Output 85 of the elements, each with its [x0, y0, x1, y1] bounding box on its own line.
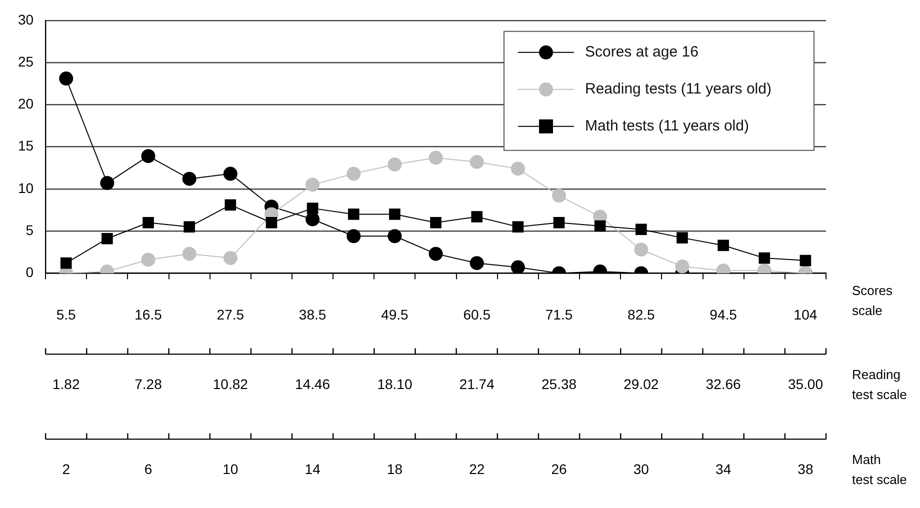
- text: 18: [386, 461, 403, 478]
- point: [636, 224, 647, 236]
- point: [182, 172, 196, 186]
- point: [388, 157, 402, 172]
- point: [141, 252, 156, 267]
- point: [184, 221, 195, 233]
- point: [306, 178, 320, 192]
- text: 26: [551, 461, 568, 478]
- point: [718, 240, 729, 252]
- x-tick-label: 94.5: [710, 306, 738, 322]
- point: [634, 242, 648, 257]
- point: [758, 252, 770, 264]
- point: [471, 211, 483, 222]
- point: [470, 256, 484, 270]
- point: [60, 257, 72, 269]
- y-tick-label: 25: [18, 53, 34, 70]
- point: [100, 176, 114, 190]
- text: 10.82: [212, 376, 248, 392]
- point: [182, 246, 196, 261]
- legend-label: Reading tests (11 years old): [585, 80, 772, 98]
- text: 32.66: [706, 376, 742, 392]
- point: [675, 259, 690, 274]
- point: [428, 150, 443, 165]
- x-tick-label: 104: [794, 306, 818, 322]
- x-tick-label: 60.5: [463, 306, 491, 322]
- point: [141, 149, 156, 164]
- point: [306, 212, 320, 226]
- point: [676, 232, 688, 244]
- point: [389, 208, 400, 220]
- text: 1.82: [52, 376, 80, 392]
- y-tick-label: 0: [26, 264, 34, 280]
- text: 22: [469, 461, 485, 478]
- point: [553, 216, 565, 228]
- point: [306, 202, 318, 214]
- point: [142, 216, 154, 228]
- x-tick-label: 49.5: [381, 306, 409, 322]
- text: 18.10: [377, 376, 412, 392]
- y-tick-label: 5: [26, 222, 34, 238]
- x-axis-title: Scores scale: [852, 282, 893, 318]
- text: 35.00: [788, 376, 824, 392]
- y-tick-label: 20: [18, 96, 34, 112]
- point: [594, 220, 606, 232]
- point: [348, 208, 360, 220]
- text: 14: [304, 461, 321, 478]
- text: 7.28: [134, 376, 162, 392]
- point: [346, 229, 361, 244]
- point: [430, 216, 442, 228]
- legend-label: Math tests (11 years old): [585, 118, 749, 135]
- point: [800, 254, 812, 266]
- point: [223, 251, 238, 266]
- x-tick-label: 16.5: [134, 306, 162, 322]
- text: 14.46: [295, 376, 330, 392]
- text: Math test scale: [852, 452, 907, 487]
- text: 10: [222, 461, 238, 478]
- x-tick-label: 82.5: [628, 306, 655, 322]
- point: [428, 246, 443, 261]
- x-tick-label: 38.5: [298, 306, 326, 322]
- point: [552, 188, 566, 203]
- point: [346, 166, 361, 181]
- point: [510, 162, 525, 176]
- point: [388, 229, 402, 244]
- point: [470, 154, 484, 169]
- text: 21.74: [459, 376, 495, 392]
- y-tick-label: 10: [18, 180, 34, 196]
- text: 25.38: [541, 376, 577, 392]
- text: 30: [633, 461, 650, 478]
- y-tick-label: 30: [18, 11, 34, 28]
- text: 38: [798, 461, 814, 478]
- text: 2: [62, 461, 70, 478]
- legend-label: Scores at age 16: [585, 44, 698, 61]
- x-tick-label: 5.5: [56, 306, 76, 322]
- point: [224, 199, 236, 211]
- x-tick-label: 71.5: [545, 306, 573, 322]
- point: [266, 216, 278, 228]
- text: 6: [144, 461, 152, 478]
- point: [510, 260, 525, 274]
- text: 29.02: [624, 376, 659, 392]
- y-tick-label: 15: [18, 138, 34, 154]
- x-tick-label: 27.5: [216, 306, 244, 322]
- point: [223, 166, 238, 181]
- point: [102, 232, 113, 244]
- text: 34: [716, 461, 732, 478]
- point: [512, 221, 524, 233]
- text: Reading test scale: [852, 366, 907, 402]
- point: [59, 72, 74, 86]
